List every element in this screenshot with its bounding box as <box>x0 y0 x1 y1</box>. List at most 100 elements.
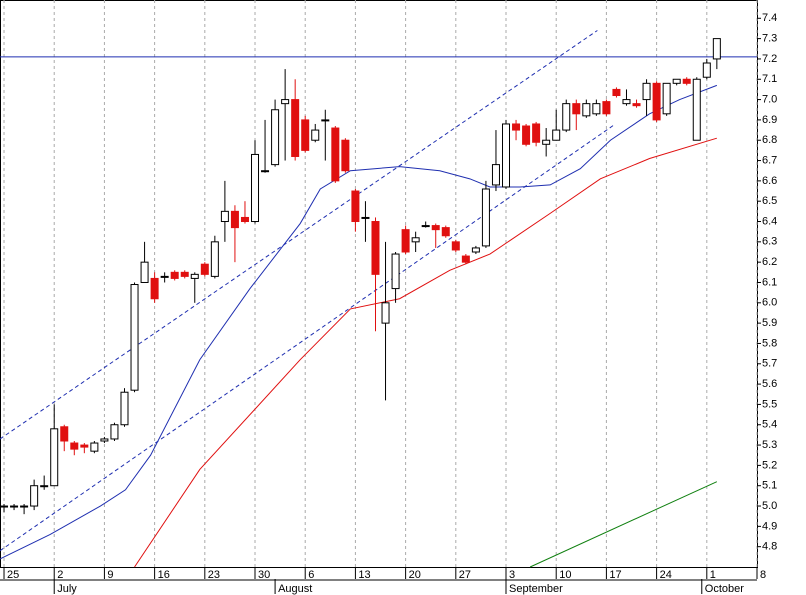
x-tick-label: 16 <box>158 569 170 581</box>
candle-body <box>391 253 400 290</box>
candle-body <box>532 123 541 143</box>
candle-body <box>50 428 59 487</box>
y-tick-label: 5.1 <box>762 480 777 492</box>
candle-body <box>271 109 280 166</box>
x-tick-label: 3 <box>509 569 515 581</box>
candle-body <box>512 123 521 131</box>
x-tick-label: 20 <box>409 569 421 581</box>
candle-body <box>230 210 239 229</box>
candle-body <box>10 505 19 508</box>
candle-body <box>251 153 260 223</box>
indicator-line <box>529 481 718 568</box>
candle-body <box>240 216 249 223</box>
x-tick-label: 1 <box>710 569 716 581</box>
candle-body <box>411 237 420 243</box>
y-tick-label: 6.6 <box>762 175 777 187</box>
candle-body <box>502 123 511 188</box>
y-tick-label: 7.4 <box>762 12 777 24</box>
indicator-line <box>0 84 718 560</box>
candle-body <box>60 426 69 442</box>
x-tick-label: 2 <box>57 569 63 581</box>
candle-body <box>160 275 169 278</box>
candle-body <box>381 302 390 324</box>
candle-body <box>702 62 711 78</box>
x-tick-label: 6 <box>308 569 314 581</box>
candle-body <box>341 139 350 172</box>
month-label: October <box>705 583 744 595</box>
y-tick-label: 6.1 <box>762 276 777 288</box>
candle-body <box>592 103 601 115</box>
y-tick-label: 6.5 <box>762 195 777 207</box>
x-tick-label: 10 <box>559 569 571 581</box>
candle-body <box>672 78 681 84</box>
x-tick-label: 13 <box>358 569 370 581</box>
candle-body <box>80 444 89 448</box>
x-tick-label: 9 <box>107 569 113 581</box>
candle-body <box>692 78 701 141</box>
y-tick-label: 5.3 <box>762 439 777 451</box>
candle-body <box>70 442 79 450</box>
candle-body <box>130 284 139 391</box>
y-tick-label: 5.0 <box>762 500 777 512</box>
candle-body <box>30 485 39 507</box>
candle-body <box>361 216 370 219</box>
candle-body <box>522 125 531 145</box>
plot-frame <box>0 0 758 568</box>
candle-body <box>682 78 691 84</box>
y-tick-label: 7.2 <box>762 53 777 65</box>
candle-body <box>602 101 611 115</box>
candle-body <box>662 82 671 115</box>
candle-body <box>552 129 561 141</box>
month-label: August <box>278 583 312 595</box>
y-tick-label: 5.7 <box>762 358 777 370</box>
x-tick-label: 24 <box>660 569 672 581</box>
candle-body <box>261 170 270 173</box>
candle-body <box>622 99 631 105</box>
y-tick-label: 5.8 <box>762 337 777 349</box>
candle-body <box>431 225 440 231</box>
y-tick-label: 7.0 <box>762 93 777 105</box>
candle-body <box>281 99 290 105</box>
y-tick-label: 7.1 <box>762 73 777 85</box>
candle-body <box>642 82 651 101</box>
candle-body <box>100 438 109 442</box>
candle-body <box>401 229 410 253</box>
candle-body <box>110 424 119 440</box>
month-label: July <box>57 583 77 595</box>
candle-body <box>40 485 49 488</box>
x-tick-label: 8 <box>760 569 766 581</box>
y-tick-label: 6.0 <box>762 297 777 309</box>
y-tick-label: 6.9 <box>762 114 777 126</box>
candle-body <box>321 119 330 122</box>
candle-body <box>291 99 300 157</box>
y-tick-label: 5.6 <box>762 378 777 390</box>
candle-body <box>0 505 9 508</box>
indicator-line <box>134 137 717 568</box>
x-tick-label: 25 <box>7 569 19 581</box>
candle-body <box>481 188 490 247</box>
y-tick-label: 4.8 <box>762 541 777 553</box>
candle-body <box>140 261 149 283</box>
candle-body <box>712 38 721 60</box>
candle-body <box>632 103 641 107</box>
candle-body <box>220 210 229 223</box>
indicator-line <box>0 123 616 552</box>
y-tick-label: 6.3 <box>762 236 777 248</box>
candle-body <box>190 273 199 279</box>
x-tick-label: 27 <box>459 569 471 581</box>
y-tick-label: 6.8 <box>762 134 777 146</box>
candle-body <box>301 119 310 151</box>
y-tick-label: 4.9 <box>762 520 777 532</box>
candle-body <box>421 225 430 228</box>
candle-body <box>582 103 591 117</box>
y-tick-label: 7.3 <box>762 33 777 45</box>
y-tick-label: 5.4 <box>762 419 777 431</box>
candle-body <box>311 129 320 141</box>
candle-body <box>20 505 29 508</box>
y-tick-label: 6.7 <box>762 154 777 166</box>
candle-body <box>200 263 209 275</box>
candle-body <box>562 103 571 131</box>
candle-body <box>170 271 179 279</box>
x-tick-label: 17 <box>609 569 621 581</box>
